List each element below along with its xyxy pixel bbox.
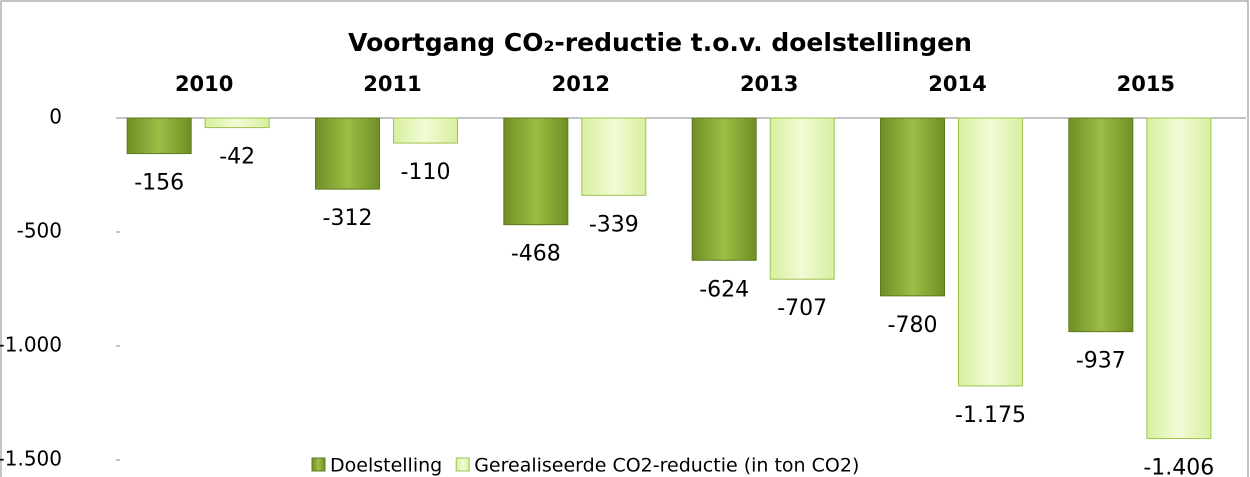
x-tick-label: 2014 (928, 72, 986, 96)
value-label: -1.175 (955, 403, 1026, 428)
x-tick-label: 2011 (363, 72, 421, 96)
chart-title: Voortgang CO₂-reductie t.o.v. doelstelli… (348, 28, 972, 57)
bar (769, 117, 835, 280)
bar (880, 117, 945, 297)
y-tick-label: -1.000 (0, 333, 62, 357)
y-tick-label: 0 (49, 105, 62, 129)
value-label: -110 (401, 160, 451, 185)
value-label: -42 (219, 145, 255, 170)
value-label: -780 (888, 313, 938, 338)
bar (581, 117, 647, 196)
bar (126, 117, 192, 155)
x-tick-label: 2013 (740, 72, 798, 96)
value-label: -624 (699, 277, 749, 302)
bar (1146, 117, 1212, 440)
x-tick-label: 2010 (175, 72, 233, 96)
value-label: -468 (511, 242, 561, 267)
legend-swatch (311, 457, 326, 472)
bar (204, 117, 270, 129)
value-label: -707 (777, 296, 827, 321)
bar (958, 117, 1023, 387)
legend-label: Doelstelling (330, 455, 442, 477)
legend-swatch (455, 457, 470, 472)
x-tick-label: 2012 (552, 72, 610, 96)
value-label: -339 (589, 212, 639, 237)
bar (315, 117, 380, 190)
y-tick-label: -500 (17, 219, 62, 243)
x-tick-label: 2015 (1117, 72, 1175, 96)
value-label: -156 (134, 171, 184, 196)
value-label: -1.406 (1143, 456, 1214, 477)
y-tick-label: -1.500 (0, 447, 62, 471)
bar (503, 117, 569, 226)
legend-label: Gerealiseerde CO2-reductie (in ton CO2) (474, 455, 859, 477)
value-label: -312 (323, 206, 373, 231)
bar (1068, 117, 1134, 333)
bar (691, 117, 757, 261)
value-label: -937 (1076, 349, 1126, 374)
bar (393, 117, 458, 144)
